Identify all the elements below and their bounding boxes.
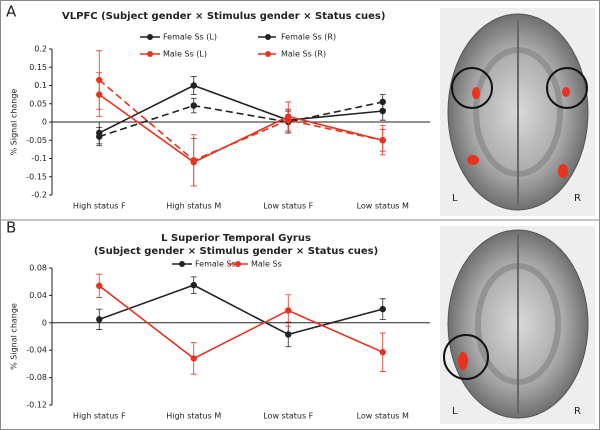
hemisphere-label: R bbox=[574, 406, 581, 417]
data-point bbox=[190, 157, 197, 164]
data-point bbox=[190, 281, 197, 289]
series-line bbox=[98, 93, 383, 164]
y-axis-label: % Signal change bbox=[10, 89, 19, 156]
y-tick-label: -0.15 bbox=[26, 172, 47, 181]
legend-label: Male Ss (R) bbox=[281, 50, 326, 59]
series-line bbox=[98, 79, 383, 162]
y-tick-label: -0.05 bbox=[26, 136, 47, 145]
data-point bbox=[190, 102, 197, 109]
hemisphere-label: R bbox=[574, 193, 581, 204]
x-tick-label: Low status F bbox=[263, 412, 313, 421]
brain-image: L R bbox=[440, 226, 595, 424]
hemisphere-label: L bbox=[452, 406, 458, 417]
data-point bbox=[96, 316, 103, 323]
x-tick-label: Low status M bbox=[357, 202, 409, 211]
data-point bbox=[285, 331, 292, 338]
x-tick-label: High status F bbox=[73, 202, 126, 211]
y-tick-label: 0.04 bbox=[29, 291, 47, 300]
x-tick-label: Low status M bbox=[357, 412, 409, 421]
chart-title: L Superior Temporal Gyrus bbox=[161, 233, 311, 244]
y-tick-label: 0.08 bbox=[29, 264, 47, 273]
y-tick-label: -0.1 bbox=[31, 154, 47, 163]
legend-swatch bbox=[265, 34, 271, 40]
data-point bbox=[379, 305, 386, 313]
legend-swatch bbox=[265, 51, 271, 57]
data-point bbox=[190, 82, 197, 89]
legend-label: Female Ss (R) bbox=[281, 33, 336, 42]
y-tick-label: 0.05 bbox=[29, 99, 47, 108]
legend-swatch bbox=[235, 261, 241, 267]
data-point bbox=[379, 137, 386, 144]
x-tick-label: High status M bbox=[166, 202, 221, 211]
y-tick-label: 0 bbox=[42, 318, 47, 327]
chart-title: VLPFC (Subject gender × Stimulus gender … bbox=[62, 11, 385, 22]
legend-label: Female Ss bbox=[195, 260, 236, 269]
data-point bbox=[285, 116, 292, 124]
y-axis-label: % Signal change bbox=[10, 303, 19, 370]
series-line bbox=[98, 84, 383, 134]
hemisphere-label: L bbox=[452, 193, 458, 204]
legend-label: Male Ss (L) bbox=[163, 50, 207, 59]
y-tick-label: 0 bbox=[42, 118, 47, 127]
data-point bbox=[96, 282, 103, 290]
legend-label: Male Ss bbox=[251, 260, 282, 269]
data-point bbox=[190, 355, 197, 362]
y-tick-label: 0.1 bbox=[34, 81, 47, 90]
y-tick-label: -0.2 bbox=[31, 191, 47, 200]
data-point bbox=[379, 349, 386, 356]
data-point bbox=[96, 133, 103, 140]
data-point bbox=[285, 307, 292, 314]
legend-swatch bbox=[147, 51, 153, 57]
brain-image: L R bbox=[440, 8, 595, 216]
x-tick-label: Low status F bbox=[263, 202, 313, 211]
y-tick-label: 0.15 bbox=[29, 63, 47, 72]
y-tick-label: -0.12 bbox=[26, 401, 47, 410]
x-tick-label: High status M bbox=[166, 412, 221, 421]
series-line bbox=[98, 284, 383, 336]
legend-swatch bbox=[179, 261, 185, 267]
series-line bbox=[98, 285, 384, 360]
y-tick-label: -0.04 bbox=[26, 346, 47, 355]
data-point bbox=[96, 76, 103, 84]
panel-label: B bbox=[6, 219, 16, 237]
y-tick-label: 0.2 bbox=[34, 45, 47, 54]
y-tick-label: -0.08 bbox=[26, 373, 47, 382]
x-tick-label: High status F bbox=[73, 412, 126, 421]
legend-label: Female Ss (L) bbox=[163, 33, 217, 42]
data-point bbox=[379, 98, 386, 106]
chart-subtitle: (Subject gender × Stimulus gender × Stat… bbox=[94, 246, 378, 257]
series-line bbox=[99, 101, 383, 138]
panel-label: A bbox=[6, 3, 17, 21]
legend-swatch bbox=[147, 34, 153, 40]
